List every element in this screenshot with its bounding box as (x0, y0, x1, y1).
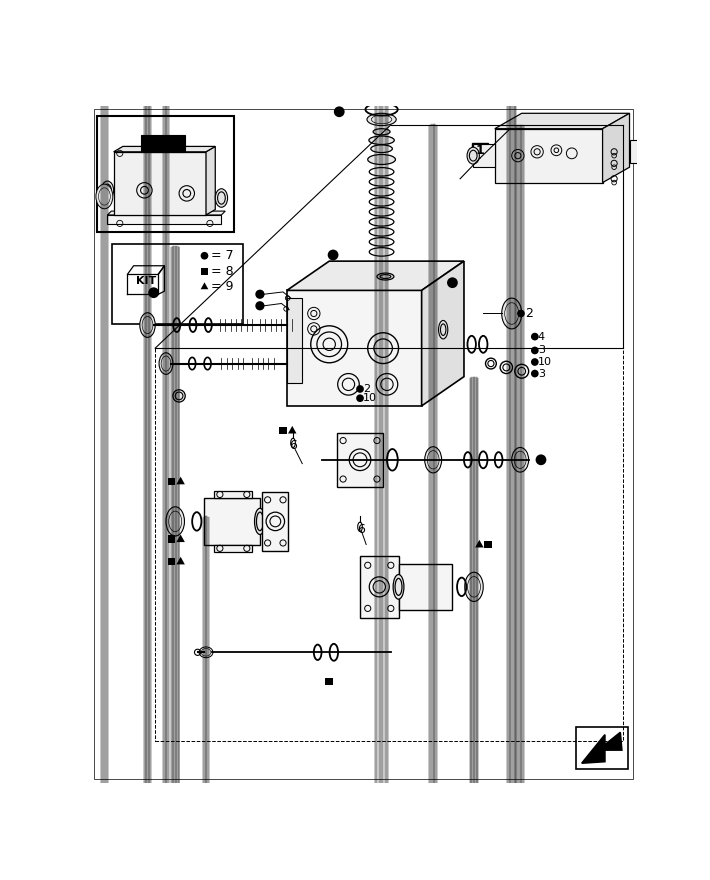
Polygon shape (337, 433, 383, 487)
Polygon shape (114, 151, 206, 215)
Circle shape (535, 454, 547, 466)
Polygon shape (176, 534, 185, 542)
Ellipse shape (369, 136, 394, 144)
Polygon shape (107, 215, 222, 224)
Ellipse shape (367, 114, 396, 126)
Ellipse shape (371, 145, 393, 152)
Polygon shape (474, 144, 495, 167)
Polygon shape (287, 298, 302, 383)
Circle shape (256, 301, 265, 311)
Text: 6: 6 (357, 523, 365, 536)
Text: 1: 1 (476, 143, 484, 157)
Circle shape (356, 385, 364, 392)
Text: 2: 2 (363, 384, 370, 394)
Ellipse shape (377, 273, 394, 280)
Ellipse shape (173, 390, 185, 402)
Ellipse shape (159, 353, 173, 374)
Circle shape (531, 358, 539, 366)
Bar (472, 143, 488, 158)
Bar (168, 535, 175, 543)
Text: 6: 6 (289, 439, 297, 452)
Ellipse shape (373, 128, 390, 135)
Bar (112, 244, 243, 325)
Bar (168, 558, 175, 565)
Text: 10: 10 (538, 357, 552, 367)
Ellipse shape (467, 147, 479, 164)
Polygon shape (495, 114, 630, 128)
Ellipse shape (502, 298, 522, 329)
Polygon shape (287, 261, 464, 290)
Polygon shape (201, 282, 208, 290)
Bar (484, 540, 492, 548)
Ellipse shape (96, 184, 113, 209)
Text: 10: 10 (363, 393, 377, 403)
Polygon shape (495, 128, 603, 182)
Ellipse shape (393, 575, 404, 599)
Circle shape (328, 250, 339, 260)
Circle shape (447, 277, 458, 288)
Polygon shape (581, 732, 622, 763)
Ellipse shape (465, 572, 484, 602)
Ellipse shape (425, 447, 442, 473)
Text: 3: 3 (538, 346, 545, 356)
Bar (279, 427, 287, 435)
Bar (576, 727, 628, 769)
Polygon shape (214, 545, 252, 553)
Polygon shape (176, 477, 185, 484)
Text: 4: 4 (538, 332, 545, 341)
Bar (168, 478, 175, 485)
Bar (97, 116, 234, 232)
Circle shape (201, 252, 208, 260)
Polygon shape (287, 290, 422, 406)
Ellipse shape (199, 647, 213, 657)
Polygon shape (288, 426, 297, 434)
Polygon shape (204, 498, 260, 545)
Polygon shape (398, 564, 452, 610)
Polygon shape (603, 114, 630, 182)
Bar (155, 348, 623, 741)
Text: = 7: = 7 (212, 249, 234, 262)
Ellipse shape (166, 507, 185, 536)
Circle shape (517, 310, 525, 318)
Polygon shape (107, 211, 225, 215)
Bar (325, 678, 333, 686)
Circle shape (356, 394, 364, 402)
Circle shape (148, 287, 159, 298)
Ellipse shape (512, 447, 529, 472)
Ellipse shape (102, 181, 114, 200)
Polygon shape (422, 261, 464, 406)
Polygon shape (214, 491, 252, 498)
Text: = 8: = 8 (212, 265, 234, 278)
Circle shape (334, 106, 344, 117)
Bar (141, 135, 185, 151)
Polygon shape (475, 539, 484, 547)
Bar (201, 268, 208, 275)
Ellipse shape (255, 509, 266, 534)
Circle shape (531, 347, 539, 355)
Text: KIT: KIT (136, 276, 156, 286)
Circle shape (531, 333, 539, 341)
Circle shape (256, 290, 265, 299)
Ellipse shape (645, 143, 657, 160)
Ellipse shape (215, 189, 228, 208)
Polygon shape (114, 146, 215, 151)
Ellipse shape (368, 155, 395, 165)
Polygon shape (206, 146, 215, 215)
Text: 2: 2 (525, 307, 533, 320)
Ellipse shape (140, 312, 155, 337)
Polygon shape (176, 557, 185, 564)
Text: 3: 3 (538, 369, 545, 378)
Circle shape (531, 370, 539, 378)
Polygon shape (630, 140, 651, 164)
Text: = 9: = 9 (212, 280, 234, 293)
Polygon shape (360, 556, 398, 618)
Polygon shape (262, 492, 288, 551)
